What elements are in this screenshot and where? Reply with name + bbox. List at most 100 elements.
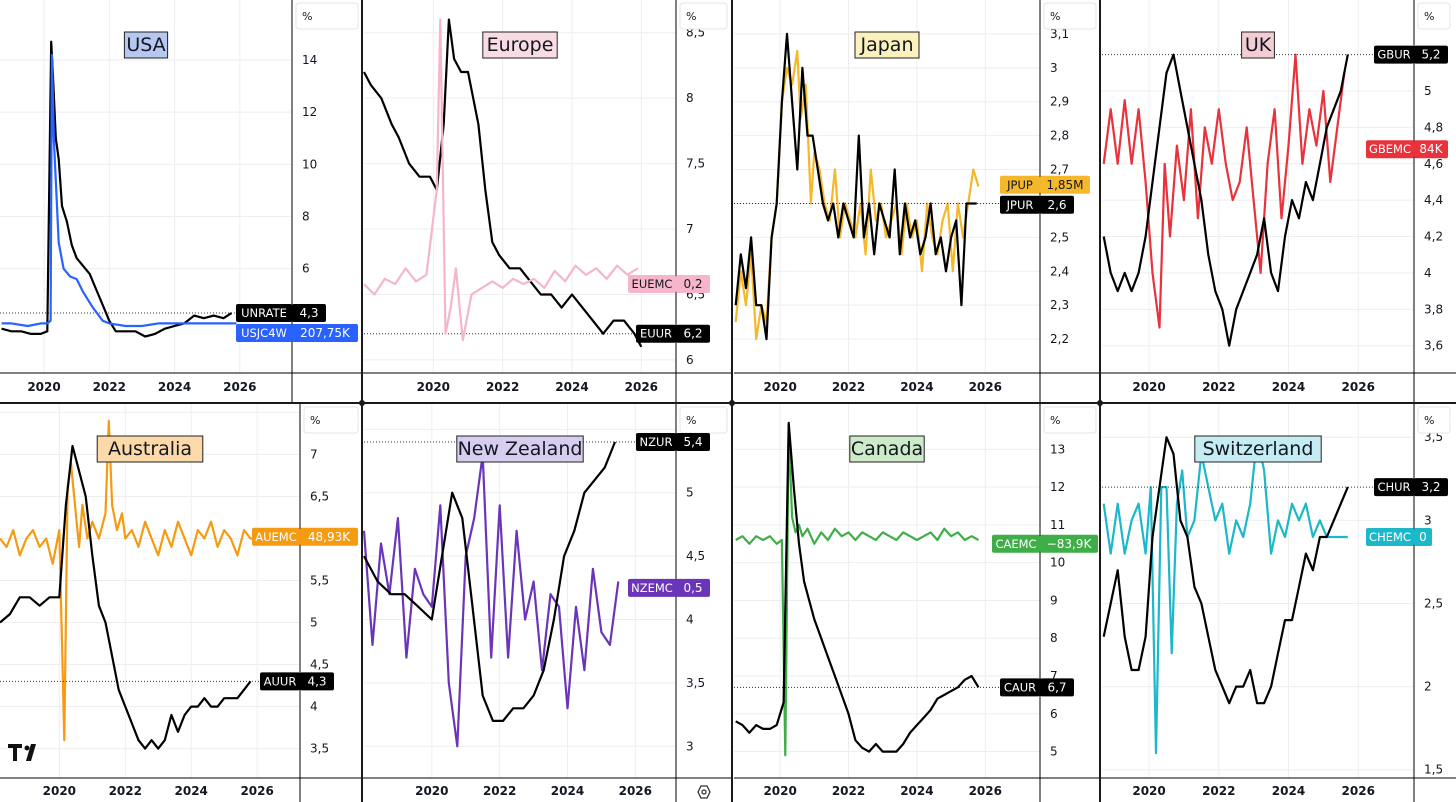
series-line-auemc (0, 419, 258, 742)
series-badge-name-bg (252, 527, 300, 546)
series-badge-value-bg (1414, 140, 1448, 159)
series-badge-value: 4,3 (299, 306, 318, 320)
y-tick-label: 2,7 (1050, 163, 1069, 177)
y-tick-label: 3,8 (1424, 302, 1443, 316)
series-badge-value-bg (1040, 534, 1098, 553)
x-tick-label: 2020 (763, 380, 796, 394)
series-line-gbur (1102, 53, 1349, 347)
axis-unit-label: % (1050, 10, 1060, 23)
series-badge-value-bg (300, 527, 358, 546)
x-tick-label: 2022 (1202, 784, 1235, 798)
series-line-jpup (734, 49, 980, 341)
y-tick-label: 3 (1424, 513, 1432, 527)
axis-unit-label: % (302, 10, 312, 23)
series-badge-name-bg (1000, 175, 1040, 194)
x-tick-label: 2024 (175, 784, 208, 798)
x-tick-label: 2020 (763, 784, 796, 798)
axis-unit-label: % (1424, 414, 1434, 427)
series-badge-value: 5,2 (1421, 48, 1440, 62)
chart-title-box (482, 31, 558, 59)
series-badge-name-bg (260, 672, 300, 691)
x-tick-label: 2022 (832, 380, 865, 394)
series-badge-value: 84K (1419, 142, 1443, 156)
series-badge-name: JPUP (1006, 178, 1033, 192)
series-badge-name-bg (1000, 678, 1040, 697)
y-tick-label: 8 (686, 91, 694, 105)
y-tick-label: 8 (302, 209, 310, 223)
chart-title: USA (126, 34, 165, 56)
x-tick-label: 2020 (1132, 784, 1165, 798)
series-badge-value: 207,75K (300, 326, 351, 340)
series-badge-value-bg (1414, 478, 1448, 497)
series-line-euemc (363, 18, 639, 342)
x-tick-label: 2026 (969, 380, 1002, 394)
series-badge-name-bg (236, 324, 292, 343)
x-tick-label: 2024 (158, 380, 191, 394)
axis-unit-label: % (686, 10, 696, 23)
y-tick-label: 5 (1424, 84, 1432, 98)
y-tick-label: 2,4 (1050, 264, 1069, 278)
series-badge-name: JPUR (1006, 198, 1034, 212)
logo-dot (24, 745, 30, 751)
axis-unit-label: % (1050, 414, 1060, 427)
series-badge-name-bg (1374, 478, 1414, 497)
chart-title: New Zealand (458, 438, 583, 460)
divider-joint (729, 400, 735, 406)
series-badge-value-bg (676, 433, 710, 452)
series-line-auur (0, 444, 252, 750)
x-tick-label: 2026 (223, 380, 256, 394)
x-tick-label: 2026 (1342, 380, 1375, 394)
series-badge-name: AUUR (264, 674, 297, 688)
chart-title-box (854, 31, 920, 59)
y-tick-label: 2 (1424, 680, 1432, 694)
series-badge-name-bg (1374, 45, 1414, 64)
series-badge-name: CHUR (1377, 480, 1410, 494)
y-tick-label: 2,9 (1050, 95, 1069, 109)
y-tick-label: 4,8 (1424, 120, 1443, 134)
chart-title: Switzerland (1203, 438, 1314, 460)
x-tick-label: 2026 (619, 784, 652, 798)
y-tick-label: 7 (310, 447, 318, 461)
axis-unit-box (1043, 2, 1097, 30)
y-tick-label: 4 (310, 700, 318, 714)
x-tick-label: 2020 (43, 784, 76, 798)
series-badge-name-bg (628, 578, 676, 597)
tradingview-logo (8, 744, 36, 761)
y-tick-label: 4 (686, 613, 694, 627)
chart-title-box (1194, 435, 1322, 463)
series-badge-value-bg (676, 324, 710, 343)
series-badge-name: NZUR (640, 435, 673, 449)
series-badge-name-bg (236, 304, 292, 323)
series-badge-value-bg (1414, 45, 1448, 64)
x-tick-label: 2022 (1202, 380, 1235, 394)
chart-title-box (849, 435, 925, 463)
y-tick-label: 2,3 (1050, 298, 1069, 312)
panel-switzerland: 1,5 2 2,5 3 3,5% 2020 2022 2024 2026 Switzerland C… (1102, 404, 1456, 802)
y-tick-label: 7 (1050, 669, 1058, 683)
x-tick-label: 2026 (1342, 784, 1375, 798)
series-badge-name: CHEMC (1369, 530, 1411, 544)
divider-joint (359, 400, 365, 406)
x-tick-label: 2020 (1132, 380, 1165, 394)
series-badge-value-bg (292, 304, 326, 323)
chart-title-box (456, 435, 584, 463)
axis-unit-label: % (310, 414, 320, 427)
y-tick-label: 3,5 (686, 676, 705, 690)
series-badge-value: 0,5 (683, 581, 702, 595)
x-tick-label: 2022 (486, 380, 519, 394)
series-badge-name-bg (1000, 195, 1040, 214)
series-badge-name: EUEMC (632, 277, 673, 291)
series-badge-value: −83,9K (1047, 537, 1093, 551)
series-badge-value: 5,4 (683, 435, 702, 449)
series-line-chemc (1102, 436, 1348, 755)
y-tick-label: 1,5 (1424, 763, 1443, 777)
y-tick-label: 10 (1050, 556, 1065, 570)
panel-australia: 3,544,555,566,577,5%2020202220242026Aust… (0, 404, 364, 802)
y-tick-label: 5 (310, 616, 318, 630)
x-tick-label: 2022 (109, 784, 142, 798)
x-tick-label: 2020 (417, 380, 450, 394)
settings-icon[interactable] (697, 785, 711, 799)
x-tick-label: 2024 (551, 784, 584, 798)
series-badge-value-bg (1040, 175, 1090, 194)
